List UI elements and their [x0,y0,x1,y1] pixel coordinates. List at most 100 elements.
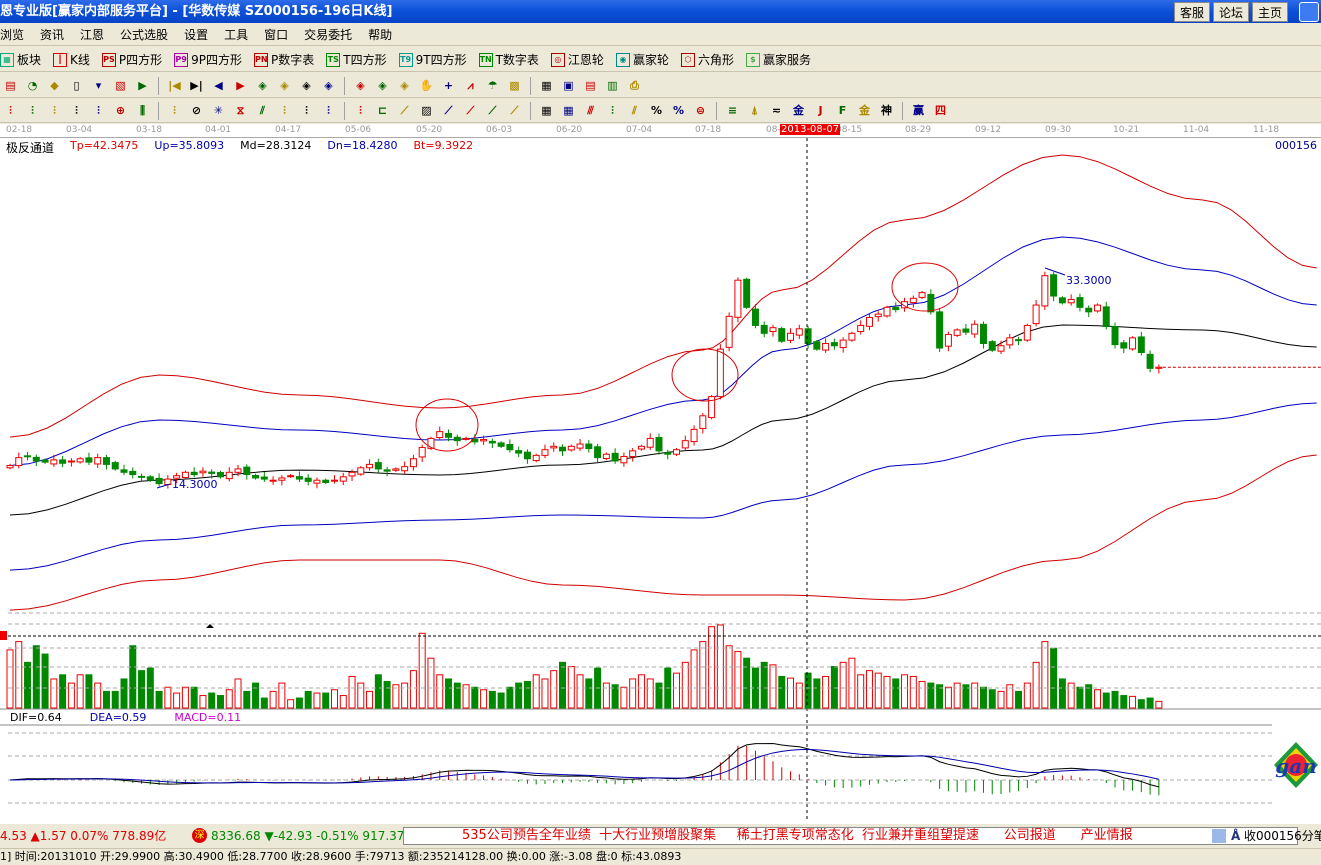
tool-icon[interactable]: ⟋ [400,104,409,117]
tool-icon[interactable]: ⟋ [488,104,497,117]
menu-item[interactable]: 资讯 [40,28,65,42]
toolbar-item[interactable]: ◎ 江恩轮 [550,51,604,68]
tool-icon[interactable]: ⫶ [611,104,614,117]
tool-icon[interactable]: ▶ [236,79,245,92]
toolbar-item[interactable]: ┃ K线 [53,51,90,68]
tool-icon[interactable]: ▦ [541,79,552,92]
tool-icon[interactable]: ▦ [541,104,552,117]
tool-icon[interactable]: ◆ [50,79,59,92]
minimize-button[interactable] [1299,2,1319,22]
tool-icon[interactable]: % [672,104,685,117]
tool-icon[interactable]: ◈ [258,79,267,92]
ticks-label[interactable]: 收000156分笔 [1244,829,1321,843]
tool-icon[interactable]: F [838,104,847,117]
toolbar-item[interactable]: ◉ 赢家轮 [615,51,669,68]
tool-icon[interactable]: ⟋ [444,104,453,117]
menu-item[interactable]: 公式选股 [120,28,169,42]
toolbar-item[interactable]: TN T数字表 [478,51,539,68]
tool-icon[interactable]: ⫶ [31,104,34,117]
tool-icon[interactable]: ▯ [73,79,80,92]
tool-icon[interactable]: ▣ [563,79,574,92]
tool-icon[interactable]: ◈ [378,79,387,92]
menu-item[interactable]: 浏览 [0,28,25,42]
tool-icon[interactable]: ◈ [356,79,365,92]
tool-icon[interactable]: ☂ [487,79,498,92]
tool-icon[interactable]: 四 [935,104,946,117]
customer-service-button[interactable]: 客服 [1174,2,1210,22]
tool-icon[interactable]: ◈ [324,79,333,92]
tool-icon[interactable]: ▥ [607,79,618,92]
tool-icon[interactable]: ▨ [421,104,432,117]
tool-icon[interactable]: ⟋ [466,104,475,117]
tool-icon[interactable]: 金 [793,104,804,117]
tool-icon[interactable]: ⎙ [630,79,639,92]
tool-icon[interactable]: ▤ [5,79,16,92]
tool-icon[interactable]: ▶| [190,79,203,92]
toolbar-item[interactable]: $ 赢家服务 [745,51,811,68]
tool-icon[interactable]: ⊜ [695,104,706,117]
news-text[interactable]: 535公司预告全年业绩 十大行业预增股聚集 稀土打黑专项常态化 行业兼并重组望提… [462,828,1133,843]
forum-button[interactable]: 论坛 [1213,2,1249,22]
tool-icon[interactable]: + [443,79,454,92]
tool-icon[interactable]: ▧ [115,79,126,92]
tool-icon[interactable]: ⊕ [115,104,126,117]
toolbar-item[interactable]: ⬡ 六角形 [680,51,734,68]
tool-icon[interactable]: ⫶ [9,104,12,117]
tool-icon[interactable]: ◀ [214,79,223,92]
tool-icon[interactable]: ⊏ [377,104,388,117]
toolbar-item[interactable]: T9 9T四方形 [398,51,467,68]
tool-icon[interactable]: ≂ [771,104,782,117]
tool-icon[interactable]: 金 [859,104,870,117]
news-marquee[interactable]: 535公司预告全年业绩 十大行业预增股聚集 稀土打黑专项常态化 行业兼并重组望提… [403,827,1298,845]
tool-icon[interactable]: ✳ [213,104,224,117]
tool-icon[interactable]: ⫶ [97,104,100,117]
menu-item[interactable]: 窗口 [264,28,289,42]
toolbar-item[interactable]: ▦ 板块 [0,51,41,68]
tool-icon[interactable]: ✋ [419,79,434,92]
tool-icon[interactable]: ⍋ [751,104,758,117]
menu-item[interactable]: 帮助 [368,28,393,42]
scroll-icon[interactable] [1212,829,1226,843]
tool-icon[interactable]: J [818,104,823,117]
tool-icon[interactable]: ◈ [400,79,409,92]
toolbar-item[interactable]: P9 9P四方形 [174,51,242,68]
tool-icon[interactable]: ⫼ [139,104,146,117]
tool-icon[interactable]: ▩ [509,79,520,92]
tool-icon[interactable]: ⫶ [173,104,176,117]
tool-icon[interactable]: ◔ [27,79,38,92]
tool-icon[interactable]: ⫶ [327,104,330,117]
toolbar-item[interactable]: PS P四方形 [101,51,162,68]
chart-area[interactable] [0,138,1321,824]
tool-icon[interactable]: ◈ [302,79,311,92]
tool-icon[interactable]: ⫶ [75,104,78,117]
tool-icon[interactable]: ⫽ [260,104,265,117]
tool-icon[interactable]: 神 [881,104,892,117]
tool-icon[interactable]: 赢 [913,104,924,117]
toolbar-item[interactable]: PN P数字表 [254,51,314,68]
tool-icon[interactable]: ⫻ [587,104,594,117]
tool-icon[interactable]: ⩘ [467,79,474,92]
tool-icon[interactable]: ◈ [280,79,289,92]
tool-icon[interactable]: ▾ [95,79,102,92]
menu-item[interactable]: 江恩 [80,28,105,42]
tool-icon[interactable]: ⫶ [359,104,362,117]
tool-icon[interactable]: ▶ [138,79,147,92]
menu-item[interactable]: 工具 [224,28,249,42]
menu-item[interactable]: 交易委托 [304,28,353,42]
tool-icon[interactable]: ▦ [563,104,574,117]
tool-icon[interactable]: ⟋ [510,104,519,117]
tool-icon[interactable]: ⫶ [283,104,286,117]
tool-icon[interactable]: ⫽ [632,104,637,117]
tool-icon[interactable]: ⫶ [53,104,56,117]
menu-item[interactable]: 设置 [184,28,209,42]
tool-icon[interactable]: ≡ [727,104,738,117]
tool-icon[interactable]: % [650,104,663,117]
tool-icon[interactable]: ⫶ [305,104,308,117]
kline-chart[interactable]: 33.3000 14.3000 [0,138,1321,824]
homepage-button[interactable]: 主页 [1252,2,1288,22]
toolbar-item[interactable]: TS T四方形 [326,51,387,68]
tool-icon[interactable]: ▤ [585,79,596,92]
tool-icon[interactable]: |◀ [168,79,181,92]
tool-icon[interactable]: ⊘ [191,104,202,117]
tool-icon[interactable]: ⧖ [236,104,245,117]
